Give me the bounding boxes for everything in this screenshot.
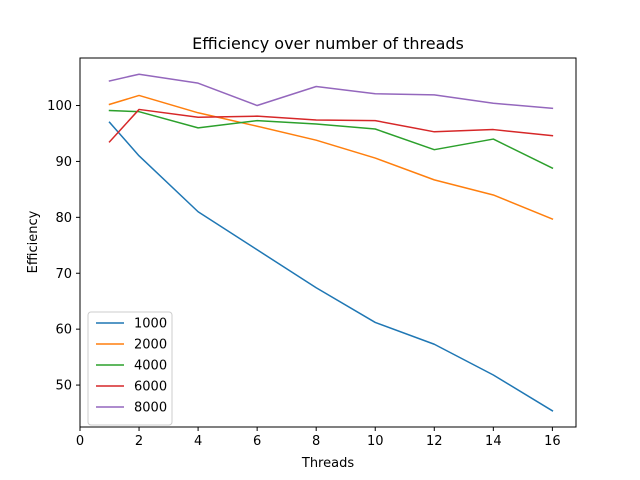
y-tick-label: 70	[55, 267, 72, 282]
plot-frame	[79, 57, 577, 428]
series-line-8000	[108, 73, 554, 110]
x-axis: 0 2 4 6 8 10 12 14 16	[76, 427, 561, 449]
y-axis: 50 60 70 80 90 100	[47, 99, 80, 394]
legend-label-6000: 6000	[134, 380, 167, 395]
series-line-6000	[108, 108, 554, 143]
x-tick-label: 6	[253, 434, 261, 449]
legend-label-4000: 4000	[134, 359, 167, 374]
y-tick-label: 60	[55, 323, 72, 338]
x-tick-label: 4	[194, 434, 202, 449]
series-layer	[108, 73, 554, 412]
series-line-2000	[108, 94, 554, 220]
legend-box	[87, 311, 173, 426]
series-line-4000	[108, 109, 554, 170]
y-tick-label: 90	[55, 155, 72, 170]
chart-title: Efficiency over number of threads	[192, 34, 464, 53]
legend-label-2000: 2000	[134, 338, 167, 353]
series-line-1000	[108, 121, 554, 412]
x-tick-label: 10	[367, 434, 384, 449]
y-tick-label: 100	[47, 99, 72, 114]
legend-label-1000: 1000	[134, 317, 167, 332]
x-tick-label: 16	[544, 434, 561, 449]
legend-label-8000: 8000	[134, 401, 167, 416]
x-tick-label: 8	[312, 434, 320, 449]
x-tick-label: 2	[135, 434, 143, 449]
y-tick-label: 80	[55, 211, 72, 226]
y-tick-label: 50	[55, 379, 72, 394]
x-axis-label: Threads	[301, 456, 354, 471]
x-tick-label: 0	[76, 434, 84, 449]
legend: 1000 2000 4000 6000 8000	[87, 311, 173, 426]
y-axis-label: Efficiency	[26, 210, 41, 273]
x-tick-label: 14	[485, 434, 502, 449]
x-tick-label: 12	[426, 434, 443, 449]
